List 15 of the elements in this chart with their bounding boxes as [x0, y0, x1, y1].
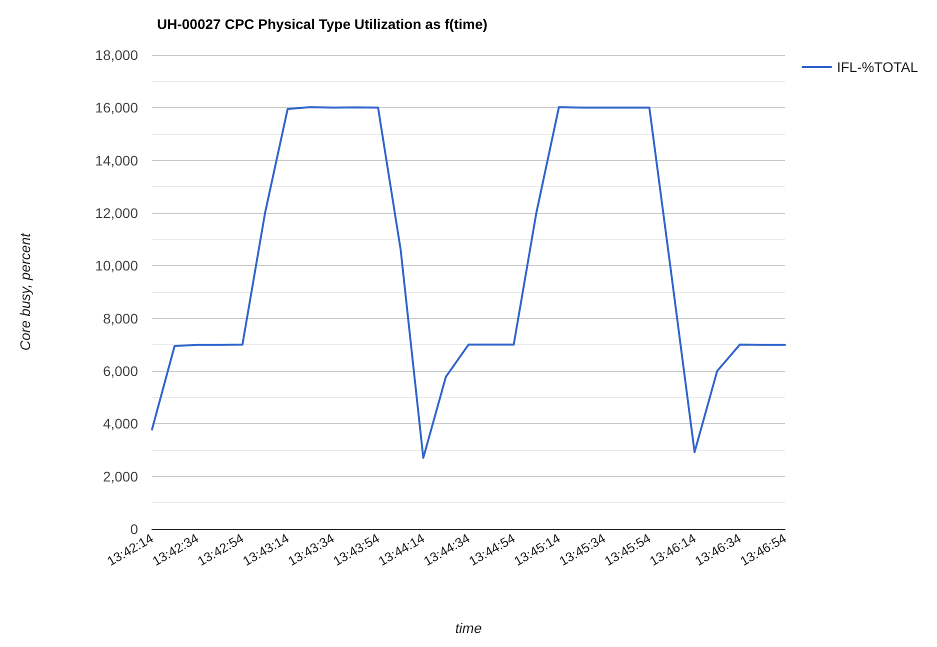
y-tick-label: 18,000 [95, 47, 138, 63]
y-tick-label: 2,000 [102, 468, 138, 484]
y-tick-label: 10,000 [95, 258, 138, 274]
y-tick-label: 6,000 [102, 363, 138, 379]
chart-title: UH-00027 CPC Physical Type Utilization as f(time) [157, 16, 488, 32]
y-tick-label: 4,000 [102, 416, 138, 432]
line-series [151, 106, 786, 459]
y-tick-label: 14,000 [95, 152, 138, 168]
y-tick-label: 0 [130, 521, 138, 537]
y-tick-label: 16,000 [95, 100, 138, 116]
y-axis-title: Core busy, percent [17, 232, 33, 351]
y-tick-label: 12,000 [95, 205, 138, 221]
y-tick-label: 8,000 [102, 310, 138, 326]
legend-label: IFL-%TOTAL [836, 59, 918, 75]
x-axis-title: time [455, 620, 482, 636]
